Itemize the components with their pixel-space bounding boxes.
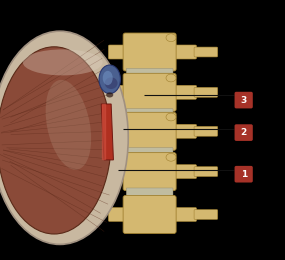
Ellipse shape	[99, 65, 121, 94]
FancyBboxPatch shape	[194, 87, 218, 97]
FancyBboxPatch shape	[126, 109, 173, 115]
Ellipse shape	[166, 113, 176, 121]
FancyBboxPatch shape	[126, 188, 173, 198]
Ellipse shape	[166, 74, 176, 82]
Text: 1: 1	[241, 170, 247, 179]
FancyBboxPatch shape	[235, 166, 253, 183]
FancyBboxPatch shape	[235, 124, 253, 141]
FancyBboxPatch shape	[126, 68, 173, 76]
Ellipse shape	[166, 34, 176, 42]
FancyBboxPatch shape	[172, 124, 197, 138]
Ellipse shape	[0, 31, 128, 244]
Text: 2: 2	[241, 128, 247, 137]
FancyBboxPatch shape	[235, 92, 253, 108]
FancyBboxPatch shape	[126, 148, 173, 155]
Text: 3: 3	[241, 96, 247, 105]
FancyBboxPatch shape	[172, 207, 197, 222]
FancyBboxPatch shape	[123, 153, 176, 191]
Ellipse shape	[0, 47, 111, 234]
FancyBboxPatch shape	[108, 124, 128, 138]
FancyBboxPatch shape	[123, 73, 176, 111]
Ellipse shape	[106, 92, 113, 98]
FancyBboxPatch shape	[108, 165, 128, 179]
FancyBboxPatch shape	[123, 196, 176, 233]
FancyBboxPatch shape	[108, 207, 128, 222]
FancyBboxPatch shape	[172, 165, 197, 179]
FancyBboxPatch shape	[123, 33, 176, 71]
FancyBboxPatch shape	[108, 85, 128, 99]
Ellipse shape	[103, 71, 113, 85]
FancyBboxPatch shape	[172, 85, 197, 99]
Ellipse shape	[23, 49, 103, 75]
Polygon shape	[102, 104, 105, 159]
Ellipse shape	[46, 80, 91, 170]
FancyBboxPatch shape	[194, 47, 218, 57]
FancyBboxPatch shape	[172, 45, 197, 59]
Ellipse shape	[166, 153, 176, 161]
FancyBboxPatch shape	[194, 167, 218, 177]
FancyBboxPatch shape	[108, 45, 128, 59]
Ellipse shape	[105, 77, 118, 89]
Polygon shape	[101, 104, 113, 160]
FancyBboxPatch shape	[194, 126, 218, 136]
FancyBboxPatch shape	[194, 210, 218, 219]
FancyBboxPatch shape	[123, 112, 176, 150]
